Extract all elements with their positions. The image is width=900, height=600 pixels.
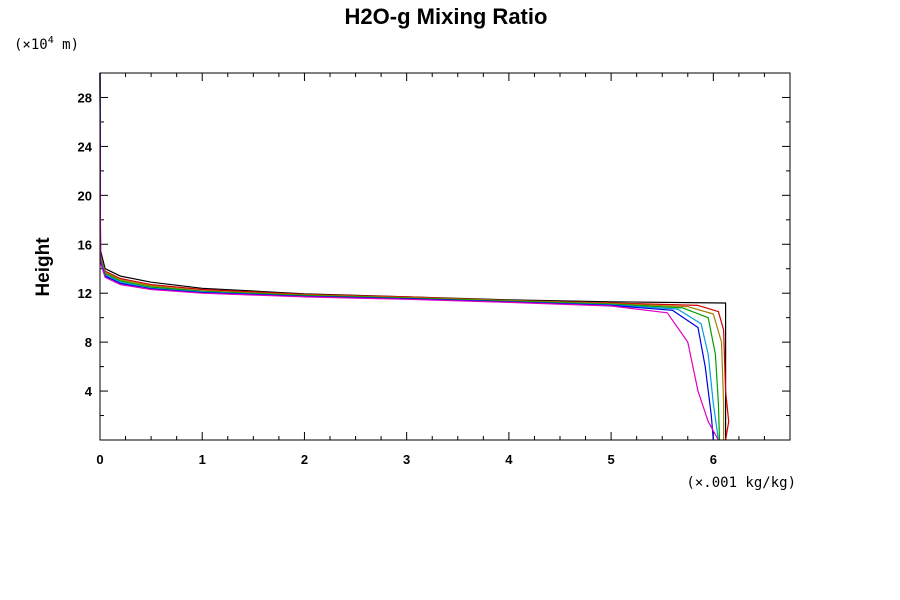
y-axis-label: Height bbox=[33, 237, 54, 297]
y-tick-label: 24 bbox=[78, 139, 93, 154]
x-tick-label: 6 bbox=[710, 452, 717, 467]
y-tick-label: 20 bbox=[78, 188, 92, 203]
x-tick-label: 4 bbox=[505, 452, 513, 467]
series-line-6 bbox=[99, 72, 714, 441]
series-line-2 bbox=[99, 72, 730, 441]
series-line-7 bbox=[99, 72, 719, 441]
x-tick-label: 3 bbox=[403, 452, 410, 467]
y-axis-unit-exponent: 4 bbox=[48, 35, 54, 46]
y-tick-label: 28 bbox=[78, 90, 92, 105]
y-axis-unit-prefix: (×10 bbox=[14, 37, 48, 53]
y-tick-label: 12 bbox=[78, 286, 92, 301]
chart-title: H2O-g Mixing Ratio bbox=[345, 4, 548, 29]
y-tick-label: 8 bbox=[85, 335, 92, 350]
x-tick-label: 0 bbox=[96, 452, 103, 467]
x-tick-label: 5 bbox=[607, 452, 614, 467]
x-tick-label: 1 bbox=[199, 452, 206, 467]
series-line-4 bbox=[99, 72, 721, 441]
y-tick-label: 4 bbox=[85, 384, 93, 399]
plot-frame bbox=[99, 72, 791, 441]
x-tick-label: 2 bbox=[301, 452, 308, 467]
x-axis-unit: (×.001 kg/kg) bbox=[686, 475, 796, 491]
y-axis-unit-suffix: m) bbox=[54, 37, 79, 53]
series-line-1 bbox=[99, 72, 727, 440]
series-line-3 bbox=[99, 72, 725, 440]
y-axis-unit: (×104 m) bbox=[14, 35, 79, 53]
series-line-5 bbox=[99, 72, 719, 441]
y-tick-label: 16 bbox=[78, 237, 92, 252]
